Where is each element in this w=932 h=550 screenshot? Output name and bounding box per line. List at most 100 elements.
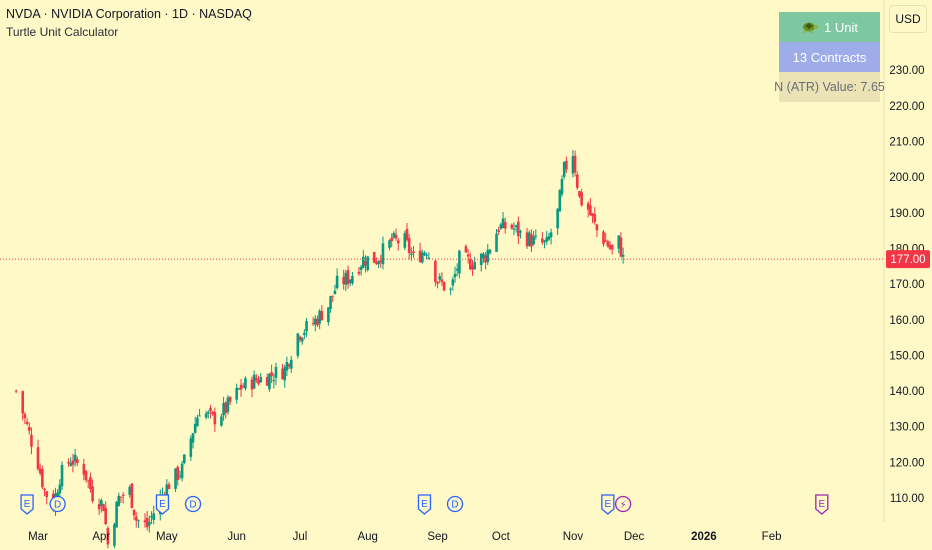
candle-body [440, 279, 444, 282]
candle-body [56, 492, 59, 497]
candle-body [265, 377, 269, 386]
candle-body [300, 337, 304, 342]
candle-body [357, 271, 361, 274]
candle-body [543, 240, 546, 243]
candle-body [274, 367, 278, 378]
candle-body [137, 520, 140, 522]
candle-body [211, 411, 214, 415]
candle-body [392, 232, 396, 238]
candle-body [578, 191, 581, 197]
candle-body [381, 243, 385, 265]
candle-body [359, 266, 363, 270]
candle-body [41, 468, 44, 488]
dividend-marker[interactable] [49, 495, 66, 513]
earnings-marker[interactable] [155, 494, 170, 515]
candle-body [30, 434, 33, 447]
candle-body [71, 460, 75, 465]
candle-body [484, 255, 487, 263]
time-tick-label: Oct [492, 531, 511, 543]
candle-body [503, 222, 507, 229]
candle-body [514, 225, 518, 227]
candle-body [204, 413, 208, 418]
earnings-marker[interactable] [601, 494, 615, 515]
candle-body [189, 438, 193, 457]
candle-body [289, 359, 293, 369]
price-tick-label: 140.00 [889, 386, 924, 398]
candle-body [220, 416, 223, 426]
candle-body [285, 362, 289, 371]
candle-body [86, 480, 90, 482]
candle-body [530, 234, 533, 247]
candle-body [410, 253, 413, 255]
candle-body [132, 509, 136, 516]
atr-label: N (ATR) Value: 7.65 [774, 80, 885, 94]
candle-body [562, 161, 566, 177]
symbol-title[interactable]: NVDA · NVIDIA Corporation · 1D · NASDAQ [6, 7, 252, 21]
candle-body [438, 276, 442, 280]
candle-body [591, 213, 594, 217]
candle-body [595, 224, 599, 231]
candle-body [259, 377, 262, 383]
candle-body [89, 477, 92, 489]
candle-body [152, 513, 156, 520]
indicator-title[interactable]: Turtle Unit Calculator [6, 25, 119, 39]
currency-label: USD [895, 12, 921, 26]
candle-body [575, 174, 579, 188]
candle-body [418, 250, 422, 262]
next-earnings-marker[interactable] [815, 494, 829, 515]
candle-body [473, 262, 476, 270]
candle-body [143, 520, 147, 523]
atr-cell: N (ATR) Value: 7.65 [774, 72, 885, 102]
candle-body [115, 502, 118, 528]
candle-body [488, 249, 492, 254]
candle-body [610, 244, 614, 250]
price-tick-label: 150.00 [889, 350, 924, 362]
candle-body [303, 332, 306, 336]
currency-button[interactable]: USD [889, 5, 927, 33]
candle-body [335, 275, 339, 289]
candle-body [573, 155, 577, 173]
candle-body [150, 516, 153, 518]
time-tick-label: 2026 [691, 531, 717, 543]
dividend-marker[interactable] [446, 495, 464, 513]
price-tick-label: 110.00 [890, 493, 924, 505]
split-marker[interactable] [614, 495, 632, 513]
time-tick-label: Aug [357, 531, 377, 543]
unit-count-cell: 1 Unit [779, 12, 880, 42]
price-tick-label: 190.00 [889, 208, 924, 220]
time-tick-label: Dec [624, 531, 645, 543]
candle-body [377, 260, 380, 265]
time-tick-label: Sep [427, 531, 447, 543]
candle-body [130, 483, 134, 508]
candle-body [617, 235, 621, 249]
candle-body [442, 281, 446, 291]
candle-body [405, 228, 409, 240]
candle-body [471, 266, 474, 270]
candle-body [134, 516, 138, 521]
candle-body [213, 412, 217, 425]
price-tick-label: 170.00 [889, 279, 924, 291]
dividend-marker[interactable] [184, 495, 202, 513]
candle-body [119, 496, 123, 498]
candle-body [329, 296, 332, 309]
candle-body [351, 276, 354, 284]
price-tick-label: 160.00 [889, 315, 924, 327]
candle-body [453, 273, 457, 278]
candlestick-series [14, 150, 625, 549]
time-tick-label: Feb [762, 531, 782, 543]
candle-body [121, 494, 125, 497]
contracts-cell: 13 Contracts [779, 42, 880, 72]
candle-body [604, 240, 607, 242]
candle-body [534, 235, 538, 237]
earnings-marker[interactable] [417, 494, 432, 515]
earnings-marker[interactable] [20, 494, 34, 515]
candle-body [252, 374, 256, 389]
split-marker-label: ⚡ [620, 500, 627, 511]
candle-body [60, 464, 64, 487]
candle-body [375, 262, 378, 265]
candle-body [102, 504, 105, 512]
candle-body [464, 246, 468, 253]
time-tick-label: May [156, 531, 178, 543]
contracts-label: 13 Contracts [792, 49, 867, 65]
